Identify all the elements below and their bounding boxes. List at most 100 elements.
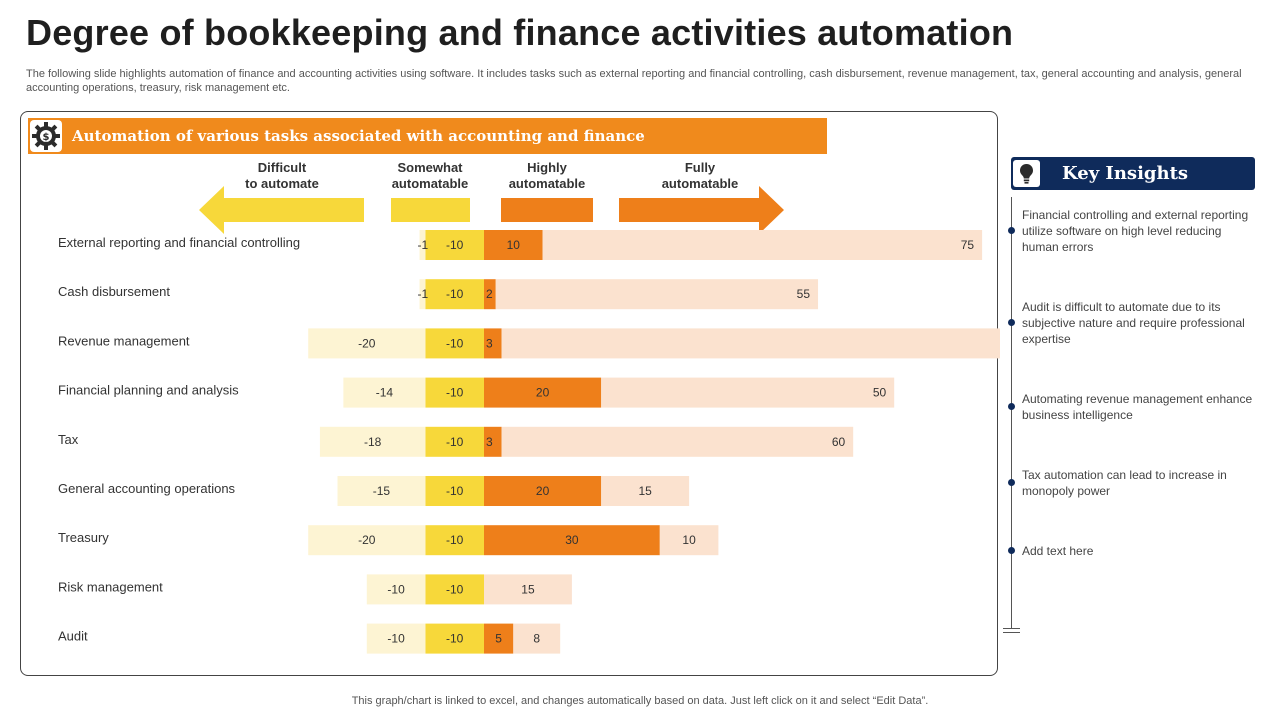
page-title: Degree of bookkeeping and finance activi… <box>26 12 1014 53</box>
bar-fully <box>601 377 895 408</box>
bar-fully <box>495 279 819 310</box>
label-fully: 10 <box>682 533 696 547</box>
bar-difficult <box>419 230 426 260</box>
label-somewhat: -10 <box>446 386 464 400</box>
bar-difficult <box>366 574 426 605</box>
bar-fully <box>542 230 983 260</box>
bar-fully <box>484 574 572 605</box>
bar-fully <box>601 476 690 506</box>
row-label: External reporting and financial control… <box>58 235 300 250</box>
label-somewhat: -10 <box>446 435 464 449</box>
arrow-left-difficult <box>199 186 364 234</box>
lightbulb-icon <box>1013 160 1040 187</box>
bar-difficult <box>343 377 426 408</box>
bar-difficult <box>308 328 426 359</box>
bar-difficult <box>308 525 426 556</box>
arrow-right-fully <box>619 186 784 234</box>
marker-highly <box>501 198 593 222</box>
bar-difficult <box>419 279 426 310</box>
label-highly: 3 <box>486 435 493 449</box>
bar-somewhat <box>425 426 484 457</box>
label-highly: 20 <box>536 484 550 498</box>
row-label: Financial planning and analysis <box>58 383 239 398</box>
scale-label-difficult: Difficult to automate <box>245 160 319 191</box>
label-difficult: -10 <box>387 632 405 646</box>
bar-somewhat <box>425 525 484 556</box>
insight-dot <box>1008 319 1015 326</box>
bar-somewhat <box>425 279 484 310</box>
label-fully: 8 <box>533 632 540 646</box>
bar-fully <box>513 623 561 654</box>
timeline-base-2 <box>1003 632 1020 633</box>
label-highly: 10 <box>507 238 521 252</box>
insights-timeline <box>1011 197 1012 629</box>
label-difficult: -14 <box>376 386 394 400</box>
chart-title: Automation of various tasks associated w… <box>72 127 645 145</box>
label-fully: 50 <box>873 386 887 400</box>
label-somewhat: -10 <box>446 287 464 301</box>
label-fully: 15 <box>638 484 652 498</box>
bar-somewhat <box>425 623 484 654</box>
bar-fully <box>659 525 719 556</box>
label-difficult: -10 <box>387 582 405 596</box>
row-label: Revenue management <box>58 333 190 348</box>
svg-text:$: $ <box>43 132 50 143</box>
insight-dot <box>1008 227 1015 234</box>
label-difficult: -1 <box>418 287 429 301</box>
page-subtitle: The following slide highlights automatio… <box>26 68 1242 94</box>
label-difficult: -1 <box>418 238 429 252</box>
label-somewhat: -10 <box>446 632 464 646</box>
bars-layer: External reporting and financial control… <box>58 230 1000 654</box>
bar-somewhat <box>425 476 484 506</box>
chart-panel <box>20 111 998 676</box>
insight-item-5: Add text here <box>1022 544 1094 558</box>
insight-dot <box>1008 547 1015 554</box>
gear-dollar-icon: $ <box>30 120 62 152</box>
bar-somewhat <box>425 230 484 260</box>
row-label: Cash disbursement <box>58 284 170 299</box>
label-fully: 15 <box>521 582 535 596</box>
bar-difficult <box>319 426 426 457</box>
label-fully: 60 <box>832 435 846 449</box>
label-somewhat: -10 <box>446 336 464 350</box>
bar-highly <box>484 476 602 506</box>
insight-item-2: Audit is difficult to automate due to it… <box>1022 300 1245 346</box>
label-highly: 20 <box>536 386 550 400</box>
row-label: Risk management <box>58 579 163 594</box>
bar-difficult <box>337 476 426 506</box>
label-difficult: -20 <box>358 533 376 547</box>
bar-fully <box>501 426 854 457</box>
bar-highly <box>484 230 543 260</box>
label-highly: 3 <box>486 336 493 350</box>
chart-canvas: External reporting and financial control… <box>58 186 1000 654</box>
row-label: Audit <box>58 629 88 644</box>
label-fully: 75 <box>961 238 975 252</box>
chart-header-bar <box>28 118 827 154</box>
bar-highly <box>484 623 514 654</box>
label-difficult: -20 <box>358 336 376 350</box>
label-highly: 30 <box>565 533 579 547</box>
bar-highly <box>484 279 496 310</box>
timeline-base <box>1003 628 1020 629</box>
bar-highly <box>484 377 602 408</box>
key-insights-title: Key Insights <box>1062 163 1189 184</box>
insight-item-1: Financial controlling and external repor… <box>1022 208 1249 254</box>
bar-highly <box>484 525 660 556</box>
bar-somewhat <box>425 574 484 605</box>
label-somewhat: -10 <box>446 582 464 596</box>
label-highly: 5 <box>495 632 502 646</box>
bar-somewhat <box>425 377 484 408</box>
bar-somewhat <box>425 328 484 359</box>
label-fully: 55 <box>797 287 811 301</box>
bar-fully <box>501 328 1000 359</box>
insight-item-3: Automating revenue management enhance bu… <box>1022 392 1253 422</box>
footer-note: This graph/chart is linked to excel, and… <box>351 695 929 707</box>
bar-highly <box>484 328 502 359</box>
label-difficult: -18 <box>364 435 382 449</box>
key-insights-header <box>1011 157 1255 190</box>
label-somewhat: -10 <box>446 484 464 498</box>
scale-label-somewhat: Somewhat automatable <box>391 160 469 191</box>
legend-markers <box>199 186 784 234</box>
row-label: Treasury <box>58 530 109 545</box>
insight-dot <box>1008 403 1015 410</box>
